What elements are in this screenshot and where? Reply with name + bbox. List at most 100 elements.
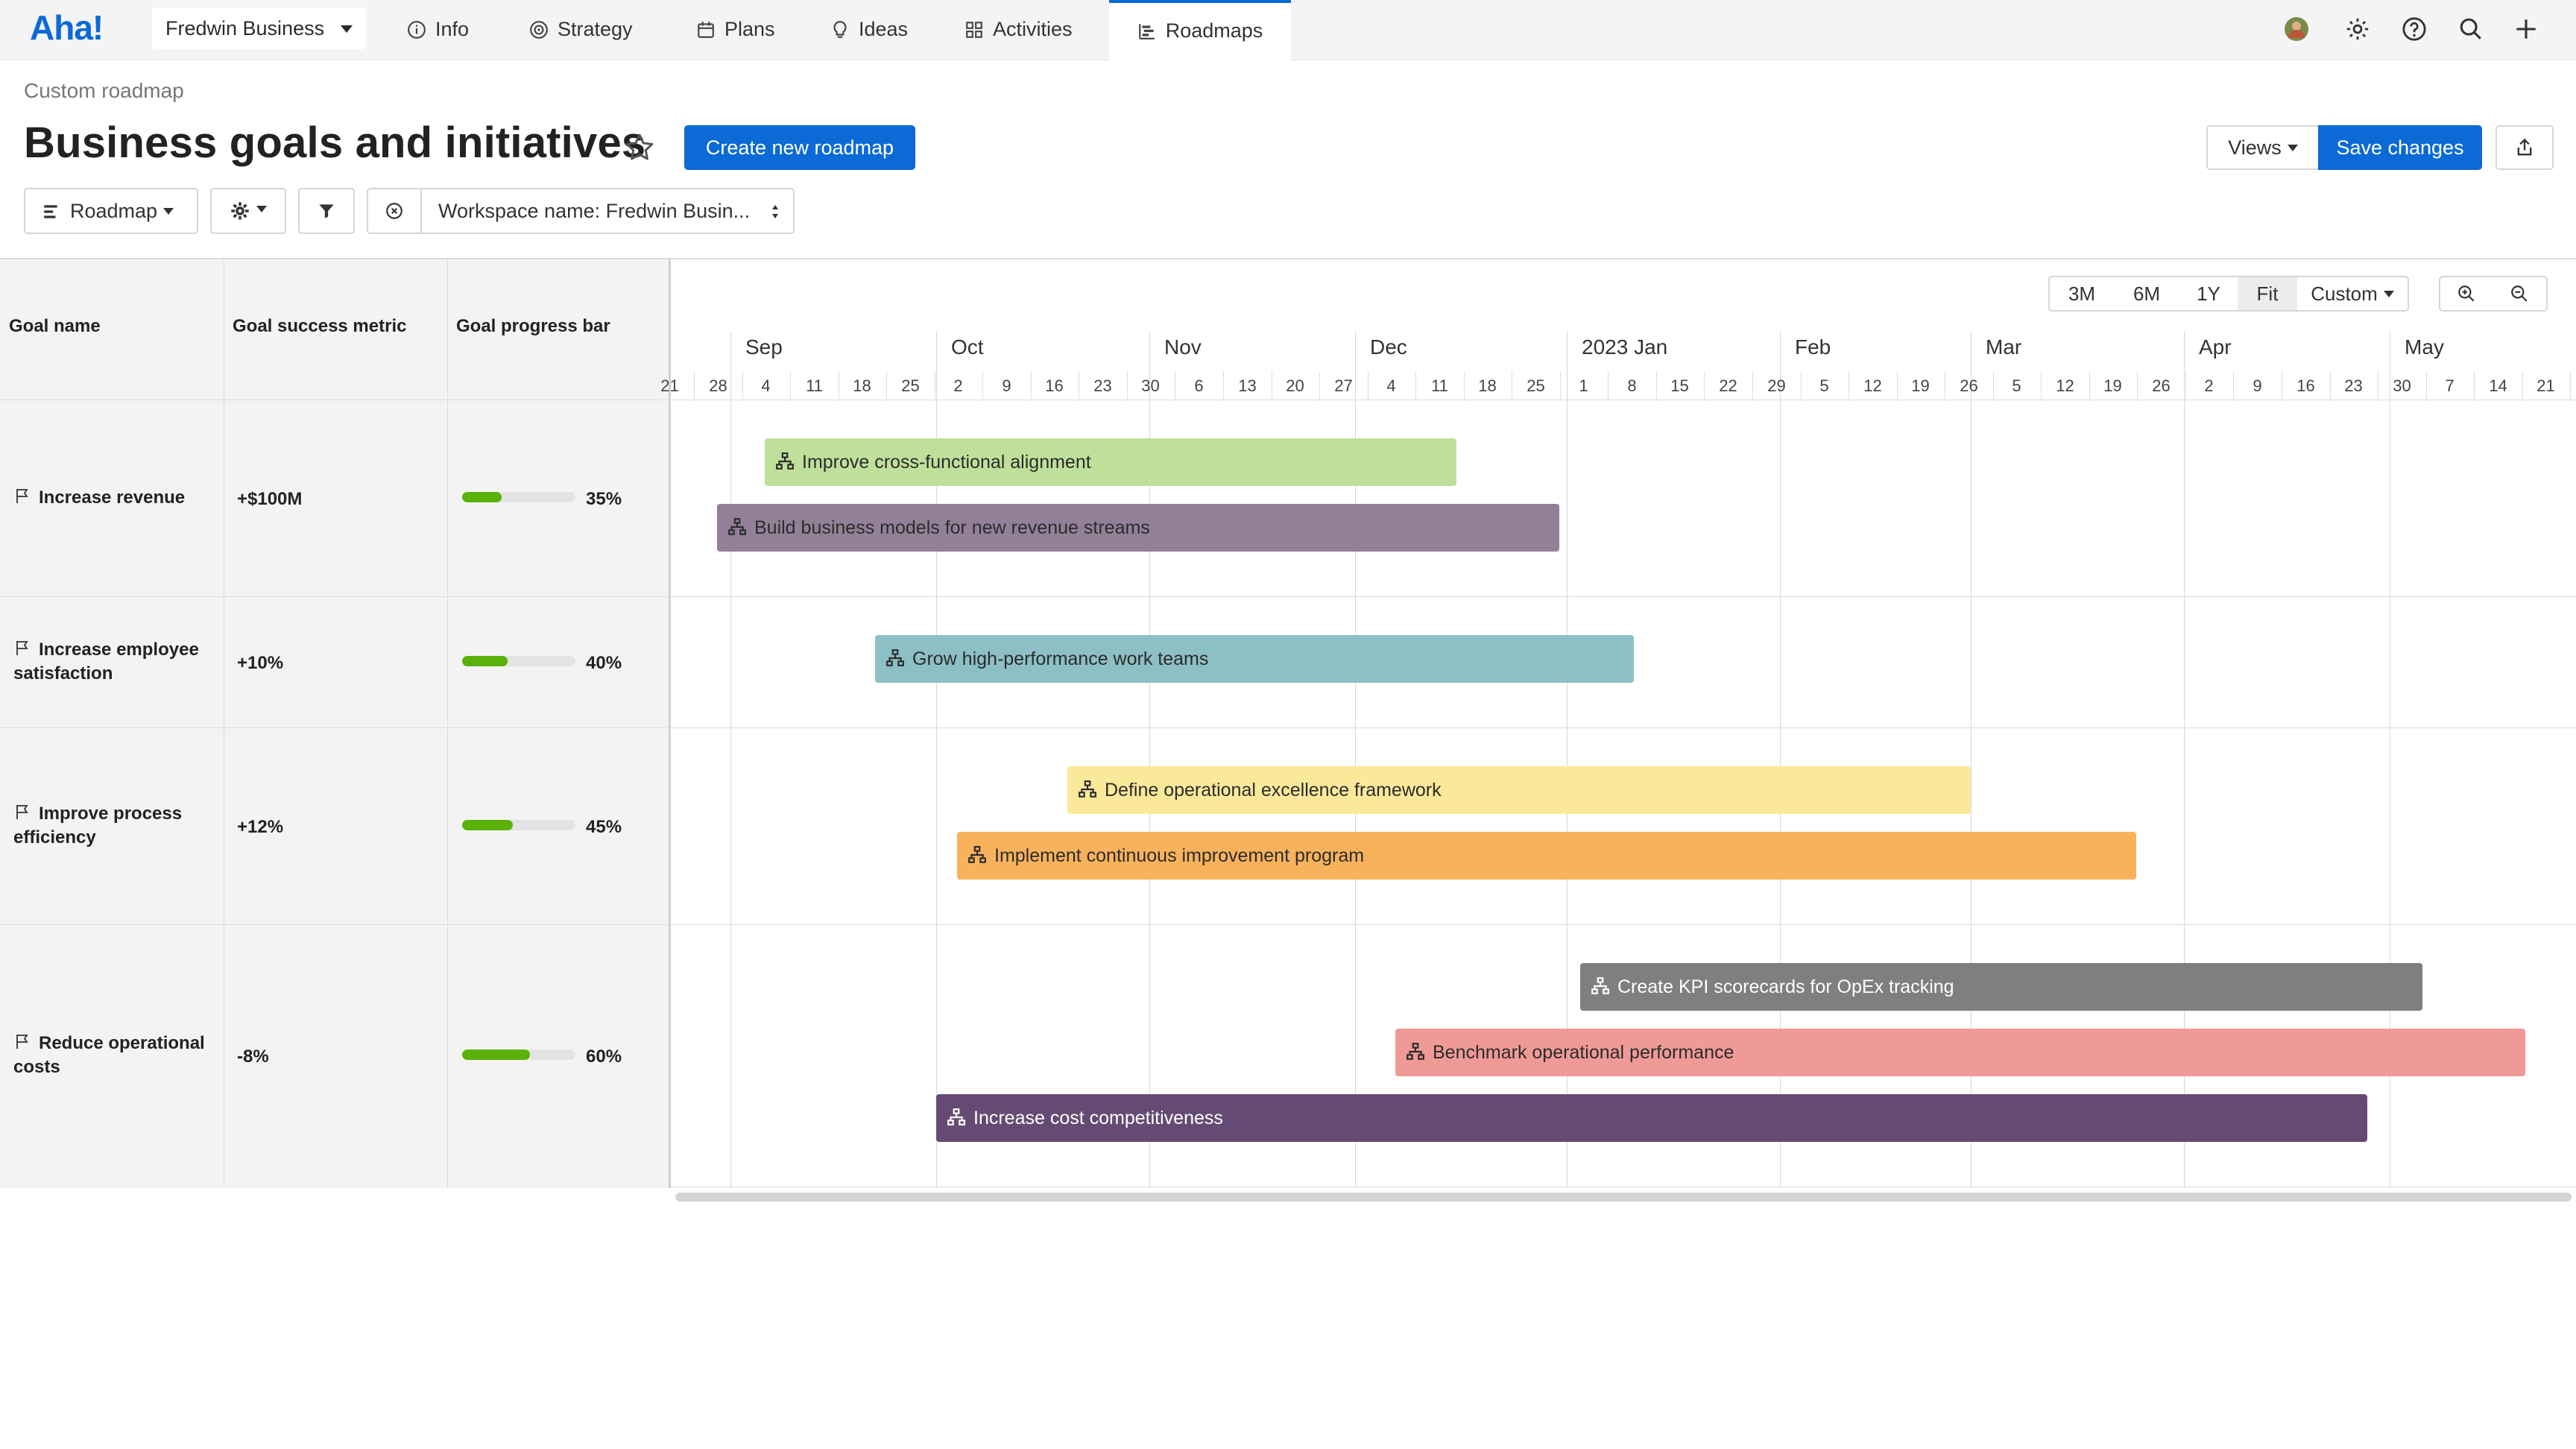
- initiative-bar[interactable]: Grow high-performance work teams: [875, 635, 1634, 683]
- day-label: 21: [2536, 376, 2555, 395]
- initiative-bar[interactable]: Build business models for new revenue st…: [717, 504, 1559, 552]
- day-gridline: [1223, 371, 1224, 401]
- nav-info[interactable]: Info: [407, 0, 469, 58]
- goal-name-text: Increase employee satisfaction: [13, 640, 199, 684]
- filter-icon: [319, 204, 334, 218]
- month-label: May: [2405, 335, 2444, 359]
- nav-roadmaps[interactable]: Roadmaps: [1109, 0, 1291, 61]
- nav-strategy-label: Strategy: [558, 18, 633, 40]
- day-label: 11: [806, 376, 823, 395]
- save-changes-button[interactable]: Save changes: [2318, 125, 2482, 170]
- day-label: 18: [853, 376, 871, 395]
- nav-strategy[interactable]: Strategy: [529, 0, 633, 58]
- settings-dropdown-button[interactable]: [210, 188, 286, 234]
- goal-name-cell[interactable]: Increase employee satisfaction: [13, 638, 215, 686]
- day-gridline: [1464, 371, 1465, 401]
- create-roadmap-button[interactable]: Create new roadmap: [684, 125, 915, 170]
- day-label: 19: [1911, 376, 1930, 395]
- initiative-bar[interactable]: Create KPI scorecards for OpEx tracking: [1580, 963, 2422, 1011]
- day-label: 23: [2344, 376, 2363, 395]
- chevron-down-icon: [256, 206, 267, 212]
- day-gridline: [2089, 371, 2090, 401]
- initiative-bar[interactable]: Increase cost competitiveness: [936, 1094, 2367, 1142]
- goal-metric-cell[interactable]: +10%: [237, 653, 284, 673]
- goal-name-cell[interactable]: Reduce operational costs: [13, 1032, 215, 1079]
- day-gridline: [2185, 371, 2186, 401]
- row-divider: [0, 924, 671, 925]
- help-icon[interactable]: [2402, 16, 2427, 42]
- aha-logo[interactable]: Aha!: [30, 8, 104, 47]
- nav-plans[interactable]: Plans: [696, 0, 775, 58]
- initiative-label: Implement continuous improvement program: [994, 845, 1365, 866]
- progress-fill: [462, 820, 514, 830]
- goal-metric-cell[interactable]: +$100M: [237, 489, 303, 509]
- hierarchy-icon: [947, 1108, 965, 1126]
- nav-ideas[interactable]: Ideas: [830, 0, 908, 58]
- day-label: 12: [1863, 376, 1882, 395]
- workspace-filter-select[interactable]: Workspace name: Fredwin Busin...: [420, 188, 795, 234]
- search-icon[interactable]: [2458, 16, 2484, 42]
- month-gridline: [1567, 331, 1568, 1188]
- goal-metric-cell[interactable]: +12%: [237, 817, 284, 837]
- range-fit-button[interactable]: Fit: [2238, 276, 2299, 312]
- initiative-bar[interactable]: Define operational excellence framework: [1067, 766, 1971, 814]
- flag-icon: [16, 805, 28, 819]
- initiative-bar[interactable]: Implement continuous improvement program: [957, 832, 2136, 880]
- plus-icon[interactable]: [2513, 16, 2539, 42]
- range-6m-button[interactable]: 6M: [2114, 276, 2181, 312]
- filter-button[interactable]: [298, 188, 355, 234]
- day-label: 30: [1141, 376, 1160, 395]
- day-gridline: [694, 371, 695, 401]
- star-icon[interactable]: [623, 131, 656, 164]
- initiative-bar[interactable]: Benchmark operational performance: [1395, 1029, 2525, 1076]
- goal-name-cell[interactable]: Increase revenue: [13, 486, 215, 510]
- goal-name-text: Improve process efficiency: [13, 804, 183, 847]
- column-header-goal-name[interactable]: Goal name: [9, 316, 101, 336]
- horizontal-scrollbar[interactable]: [675, 1193, 2572, 1202]
- day-gridline: [886, 371, 887, 401]
- day-gridline: [1801, 371, 1802, 401]
- views-button[interactable]: Views: [2206, 125, 2320, 170]
- hierarchy-icon: [1079, 780, 1096, 798]
- initiative-label: Build business models for new revenue st…: [754, 517, 1150, 538]
- goal-metric-cell[interactable]: -8%: [237, 1046, 269, 1067]
- gear-icon[interactable]: [2345, 16, 2370, 42]
- zoom-in-button[interactable]: [2439, 276, 2494, 312]
- hierarchy-icon: [1407, 1043, 1424, 1060]
- row-divider: [0, 727, 671, 728]
- day-gridline: [1897, 371, 1898, 401]
- chevron-down-icon: [163, 208, 174, 215]
- share-button[interactable]: [2496, 125, 2554, 170]
- day-gridline: [1704, 371, 1705, 401]
- clear-filter-button[interactable]: [367, 188, 422, 234]
- initiative-label: Benchmark operational performance: [1433, 1042, 1734, 1063]
- roadmap-type-button[interactable]: Roadmap: [24, 188, 198, 234]
- range-1y-button[interactable]: 1Y: [2179, 276, 2239, 312]
- day-label: 9: [2253, 376, 2262, 395]
- month-label: 2023 Jan: [1582, 335, 1668, 359]
- initiative-label: Grow high-performance work teams: [912, 648, 1209, 669]
- goal-progress-label: 60%: [586, 1046, 622, 1067]
- day-label: 23: [1093, 376, 1112, 395]
- nav-info-label: Info: [435, 18, 470, 40]
- day-gridline: [2570, 371, 2571, 401]
- avatar[interactable]: [2284, 16, 2309, 42]
- day-label: 4: [761, 376, 771, 395]
- initiative-label: Increase cost competitiveness: [973, 1108, 1223, 1128]
- goal-name-cell[interactable]: Improve process efficiency: [13, 802, 215, 850]
- initiative-bar[interactable]: Improve cross-functional alignment: [765, 438, 1456, 486]
- workspace-selector[interactable]: Fredwin Business: [152, 7, 367, 49]
- range-custom-button[interactable]: Custom: [2297, 276, 2409, 312]
- range-3m-button[interactable]: 3M: [2048, 276, 2115, 312]
- range-custom-label: Custom: [2311, 282, 2378, 305]
- target-icon: [530, 21, 548, 39]
- roadmap-icon: [1138, 24, 1155, 40]
- day-label: 7: [2445, 376, 2455, 395]
- column-header-progress-bar[interactable]: Goal progress bar: [456, 316, 610, 336]
- nav-ideas-label: Ideas: [859, 18, 909, 40]
- day-gridline: [742, 371, 743, 401]
- column-header-success-metric[interactable]: Goal success metric: [233, 316, 407, 336]
- zoom-out-button[interactable]: [2493, 276, 2548, 312]
- column-divider: [447, 259, 448, 1188]
- nav-activities[interactable]: Activities: [965, 0, 1073, 58]
